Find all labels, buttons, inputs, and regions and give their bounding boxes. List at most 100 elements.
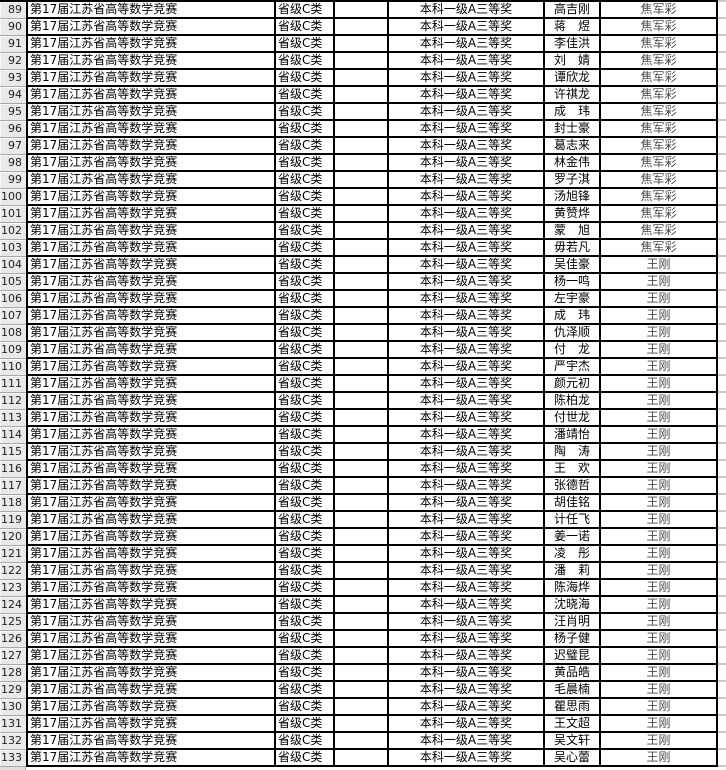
cell-student-name[interactable]: 林金伟	[545, 155, 601, 172]
cell-award-title[interactable]: 本科一级A三等奖	[389, 648, 545, 665]
cell-student-name[interactable]: 封士豪	[545, 121, 601, 138]
row-number-header[interactable]: 101	[0, 206, 26, 223]
cell-award-level[interactable]: 省级C类	[276, 580, 335, 597]
cell-empty[interactable]	[335, 716, 389, 733]
cell-advisor-name[interactable]: 王刚	[601, 529, 718, 546]
cell-award-title[interactable]: 本科一级A三等奖	[389, 393, 545, 410]
cell-award-title[interactable]: 本科一级A三等奖	[389, 2, 545, 19]
cell-empty[interactable]	[335, 121, 389, 138]
cell-advisor-name[interactable]: 王刚	[601, 393, 718, 410]
row-number-header[interactable]: 119	[0, 512, 26, 529]
row-number-header[interactable]: 92	[0, 53, 26, 70]
cell-award-title[interactable]: 本科一级A三等奖	[389, 478, 545, 495]
cell-student-name[interactable]: 葛志来	[545, 138, 601, 155]
row-number-header[interactable]: 118	[0, 495, 26, 512]
cell-advisor-name[interactable]: 王刚	[601, 563, 718, 580]
cell-award-level[interactable]: 省级C类	[276, 495, 335, 512]
cell-award-title[interactable]: 本科一级A三等奖	[389, 223, 545, 240]
cell-competition-name[interactable]: 第17届江苏省高等数学竞赛	[26, 325, 276, 342]
cell-award-level[interactable]: 省级C类	[276, 597, 335, 614]
cell-competition-name[interactable]: 第17届江苏省高等数学竞赛	[26, 308, 276, 325]
cell-award-title[interactable]: 本科一级A三等奖	[389, 172, 545, 189]
cell-empty[interactable]	[335, 546, 389, 563]
cell-empty[interactable]	[335, 580, 389, 597]
cell-competition-name[interactable]: 第17届江苏省高等数学竞赛	[26, 665, 276, 682]
cell-advisor-name[interactable]: 王刚	[601, 342, 718, 359]
cell-award-title[interactable]: 本科一级A三等奖	[389, 257, 545, 274]
cell-student-name[interactable]: 杨子健	[545, 631, 601, 648]
cell-award-title[interactable]: 本科一级A三等奖	[389, 495, 545, 512]
cell-competition-name[interactable]: 第17届江苏省高等数学竞赛	[26, 223, 276, 240]
cell-student-name[interactable]: 严宇杰	[545, 359, 601, 376]
cell-student-name[interactable]: 成 玮	[545, 308, 601, 325]
row-number-header[interactable]: 120	[0, 529, 26, 546]
cell-award-title[interactable]: 本科一级A三等奖	[389, 631, 545, 648]
cell-advisor-name[interactable]: 王刚	[601, 376, 718, 393]
row-number-header[interactable]: 98	[0, 155, 26, 172]
cell-advisor-name[interactable]: 焦军彩	[601, 155, 718, 172]
cell-competition-name[interactable]: 第17届江苏省高等数学竞赛	[26, 648, 276, 665]
cell-advisor-name[interactable]: 焦军彩	[601, 36, 718, 53]
cell-advisor-name[interactable]: 焦军彩	[601, 121, 718, 138]
cell-award-title[interactable]: 本科一级A三等奖	[389, 359, 545, 376]
cell-student-name[interactable]: 汪肖明	[545, 614, 601, 631]
cell-student-name[interactable]: 计任飞	[545, 512, 601, 529]
cell-advisor-name[interactable]: 王刚	[601, 750, 718, 767]
row-number-header[interactable]: 91	[0, 36, 26, 53]
cell-empty[interactable]	[335, 87, 389, 104]
cell-award-title[interactable]: 本科一级A三等奖	[389, 512, 545, 529]
cell-student-name[interactable]: 付世龙	[545, 410, 601, 427]
cell-student-name[interactable]: 吴文轩	[545, 733, 601, 750]
cell-competition-name[interactable]: 第17届江苏省高等数学竞赛	[26, 580, 276, 597]
row-number-header[interactable]: 90	[0, 19, 26, 36]
cell-award-title[interactable]: 本科一级A三等奖	[389, 546, 545, 563]
cell-competition-name[interactable]: 第17届江苏省高等数学竞赛	[26, 597, 276, 614]
cell-competition-name[interactable]: 第17届江苏省高等数学竞赛	[26, 53, 276, 70]
cell-empty[interactable]	[335, 495, 389, 512]
cell-award-title[interactable]: 本科一级A三等奖	[389, 427, 545, 444]
cell-empty[interactable]	[335, 274, 389, 291]
cell-competition-name[interactable]: 第17届江苏省高等数学竞赛	[26, 427, 276, 444]
row-number-header[interactable]: 130	[0, 699, 26, 716]
cell-award-title[interactable]: 本科一级A三等奖	[389, 274, 545, 291]
cell-advisor-name[interactable]: 焦军彩	[601, 104, 718, 121]
cell-competition-name[interactable]: 第17届江苏省高等数学竞赛	[26, 495, 276, 512]
cell-empty[interactable]	[335, 512, 389, 529]
cell-empty[interactable]	[335, 699, 389, 716]
cell-award-level[interactable]: 省级C类	[276, 121, 335, 138]
cell-award-level[interactable]: 省级C类	[276, 376, 335, 393]
cell-award-title[interactable]: 本科一级A三等奖	[389, 53, 545, 70]
cell-award-title[interactable]: 本科一级A三等奖	[389, 716, 545, 733]
row-number-header[interactable]: 95	[0, 104, 26, 121]
cell-competition-name[interactable]: 第17届江苏省高等数学竞赛	[26, 716, 276, 733]
row-number-header[interactable]: 102	[0, 223, 26, 240]
row-number-header[interactable]: 111	[0, 376, 26, 393]
cell-empty[interactable]	[335, 529, 389, 546]
cell-student-name[interactable]: 姜一诺	[545, 529, 601, 546]
cell-competition-name[interactable]: 第17届江苏省高等数学竞赛	[26, 682, 276, 699]
cell-award-title[interactable]: 本科一级A三等奖	[389, 733, 545, 750]
row-number-header[interactable]: 122	[0, 563, 26, 580]
cell-advisor-name[interactable]: 王刚	[601, 648, 718, 665]
cell-advisor-name[interactable]: 王刚	[601, 546, 718, 563]
row-number-header[interactable]: 97	[0, 138, 26, 155]
cell-student-name[interactable]: 刘 婧	[545, 53, 601, 70]
cell-award-level[interactable]: 省级C类	[276, 2, 335, 19]
cell-advisor-name[interactable]: 王刚	[601, 444, 718, 461]
cell-competition-name[interactable]: 第17届江苏省高等数学竞赛	[26, 631, 276, 648]
cell-award-title[interactable]: 本科一级A三等奖	[389, 597, 545, 614]
cell-award-level[interactable]: 省级C类	[276, 240, 335, 257]
cell-advisor-name[interactable]: 王刚	[601, 699, 718, 716]
cell-empty[interactable]	[335, 53, 389, 70]
cell-advisor-name[interactable]: 王刚	[601, 733, 718, 750]
cell-award-level[interactable]: 省级C类	[276, 648, 335, 665]
cell-empty[interactable]	[335, 342, 389, 359]
cell-award-level[interactable]: 省级C类	[276, 614, 335, 631]
row-number-header[interactable]: 96	[0, 121, 26, 138]
cell-award-title[interactable]: 本科一级A三等奖	[389, 665, 545, 682]
cell-student-name[interactable]: 毋若凡	[545, 240, 601, 257]
cell-student-name[interactable]: 杨一鸣	[545, 274, 601, 291]
cell-competition-name[interactable]: 第17届江苏省高等数学竞赛	[26, 342, 276, 359]
cell-competition-name[interactable]: 第17届江苏省高等数学竞赛	[26, 206, 276, 223]
cell-award-level[interactable]: 省级C类	[276, 206, 335, 223]
